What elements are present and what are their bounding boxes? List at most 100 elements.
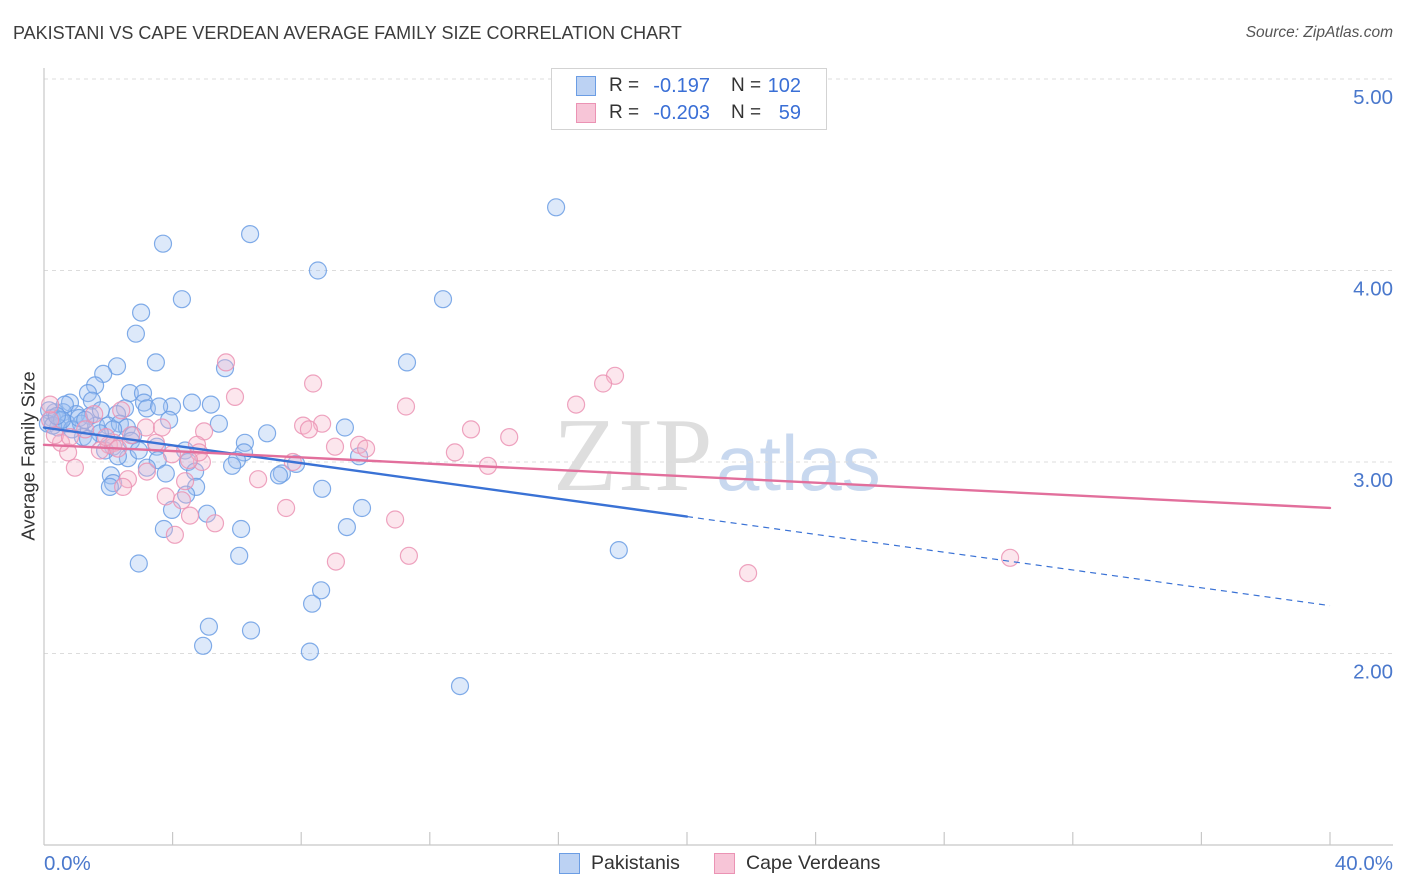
watermark-zip: ZIP <box>553 396 714 513</box>
pakistanis-point <box>85 376 105 395</box>
cape-verdeans-point <box>205 514 225 533</box>
x-tick-label: 0.0% <box>44 852 91 875</box>
cape-verdeans-point <box>136 418 155 437</box>
cape-verdeans-point <box>165 525 184 544</box>
pakistanis-point <box>156 464 175 483</box>
cape-verdeans-point <box>65 458 85 477</box>
pakistanis-trend-line <box>42 426 689 518</box>
cape-verdeans-point <box>593 374 613 393</box>
cape-verdeans-point <box>357 439 376 458</box>
cape-verdeans-point <box>40 410 60 429</box>
x-tick-label: 40.0% <box>1335 852 1393 875</box>
cape-verdeans-point <box>249 470 268 489</box>
pakistanis-point <box>397 353 417 372</box>
pakistanis-swatch <box>576 76 596 96</box>
r-label: R = <box>609 102 640 123</box>
r-label: R = <box>609 75 640 96</box>
pakistanis-legend-label: Pakistanis <box>591 852 680 874</box>
y-tick-label: 4.00 <box>1353 278 1393 301</box>
cape-verdeans-point <box>85 405 104 424</box>
cape-verdeans-point <box>40 395 60 414</box>
r-value: -0.197 <box>653 75 710 97</box>
y-tick-label: 3.00 <box>1353 469 1393 492</box>
pakistanis-point <box>312 581 331 600</box>
pakistanis-point <box>146 353 165 372</box>
cape-verdeans-point <box>176 472 195 491</box>
cape-verdeans-point <box>738 563 758 583</box>
pakistanis-point <box>215 359 235 378</box>
cape-verdeans-point <box>396 397 416 416</box>
tick-labels: 5.00 4.00 3.00 2.00 0.0% 40.0% <box>44 86 1393 875</box>
pakistanis-point <box>209 414 228 433</box>
cape-verdeans-swatch <box>576 103 596 123</box>
cape-verdeans-point <box>58 443 78 462</box>
pakistanis-legend-swatch <box>559 853 580 874</box>
pakistanis-point <box>300 642 319 661</box>
pakistanis-point <box>172 290 191 309</box>
cape-verdeans-point <box>179 451 199 470</box>
pakistanis-point <box>126 324 145 343</box>
axes <box>43 68 1393 846</box>
pakistanis-point <box>162 500 182 519</box>
pakistanis-point <box>162 397 182 416</box>
pakistanis-point <box>241 621 261 640</box>
pakistanis-point <box>313 479 332 498</box>
pakistanis-point <box>199 617 218 636</box>
pakistanis-point <box>160 410 179 429</box>
cape-verdeans-point <box>1000 548 1020 567</box>
n-value: 102 <box>767 75 801 97</box>
cape-verdeans-point <box>326 552 345 571</box>
pakistanis-point <box>133 384 153 403</box>
cape-verdeans-point <box>500 428 519 447</box>
stats-legend: R = -0.197 N = 102 R = -0.203 N = 59 <box>551 68 827 130</box>
watermark-atlas: atlas <box>716 419 881 507</box>
pakistanis-point <box>235 433 254 452</box>
y-tick-label: 2.00 <box>1353 661 1393 684</box>
cape-verdeans-point <box>299 420 318 439</box>
pakistanis-point <box>308 261 327 280</box>
pakistanis-point <box>269 466 289 485</box>
pakistanis-point <box>182 393 201 412</box>
cape-verdeans-point <box>225 387 245 406</box>
pakistanis-point <box>337 517 356 537</box>
pakistanis-point <box>232 519 251 539</box>
cape-verdeans-point <box>386 510 405 529</box>
pakistanis-point <box>137 458 156 477</box>
cape-verdeans-point <box>566 395 586 414</box>
trend-lines <box>42 426 1332 607</box>
pakistanis-point <box>272 464 291 483</box>
n-value: 59 <box>778 102 801 124</box>
cape-verdeans-point <box>152 418 172 437</box>
r-value: -0.203 <box>653 102 710 124</box>
pakistanis-point <box>150 397 169 416</box>
pakistanis-trend-line-extension <box>686 515 1331 607</box>
cape-verdeans-point <box>304 374 323 393</box>
cape-verdeans-point <box>162 445 182 464</box>
source-credit: Source: ZipAtlas.com <box>1245 24 1393 41</box>
pakistanis-point <box>546 198 566 217</box>
y-axis-label: Average Family Size <box>18 371 39 540</box>
pakistanis-point <box>153 234 173 253</box>
pakistanis-point <box>609 540 628 560</box>
chart-title: PAKISTANI VS CAPE VERDEAN AVERAGE FAMILY… <box>13 23 682 43</box>
pakistanis-point <box>107 357 127 376</box>
pakistanis-point <box>450 676 470 696</box>
pakistanis-point <box>223 456 242 475</box>
cape-verdeans-point <box>180 506 200 525</box>
pakistanis-point <box>129 554 148 573</box>
pakistanis-point <box>187 477 206 496</box>
pakistanis-point <box>194 636 213 655</box>
cape-verdeans-point <box>76 420 95 439</box>
pakistanis-point <box>303 594 322 613</box>
cape-verdeans-point <box>325 437 345 456</box>
pakistanis-point <box>100 477 120 496</box>
cape-verdeans-point <box>113 477 133 496</box>
y-tick-label: 5.00 <box>1353 86 1393 109</box>
watermark: ZIP atlas <box>553 396 881 513</box>
n-label: N = <box>731 75 762 96</box>
legend-row-cape-verdeans: R = -0.203 N = 59 <box>552 100 826 126</box>
pakistanis-point <box>258 424 277 443</box>
cape-verdeans-trend-line <box>42 443 1332 510</box>
